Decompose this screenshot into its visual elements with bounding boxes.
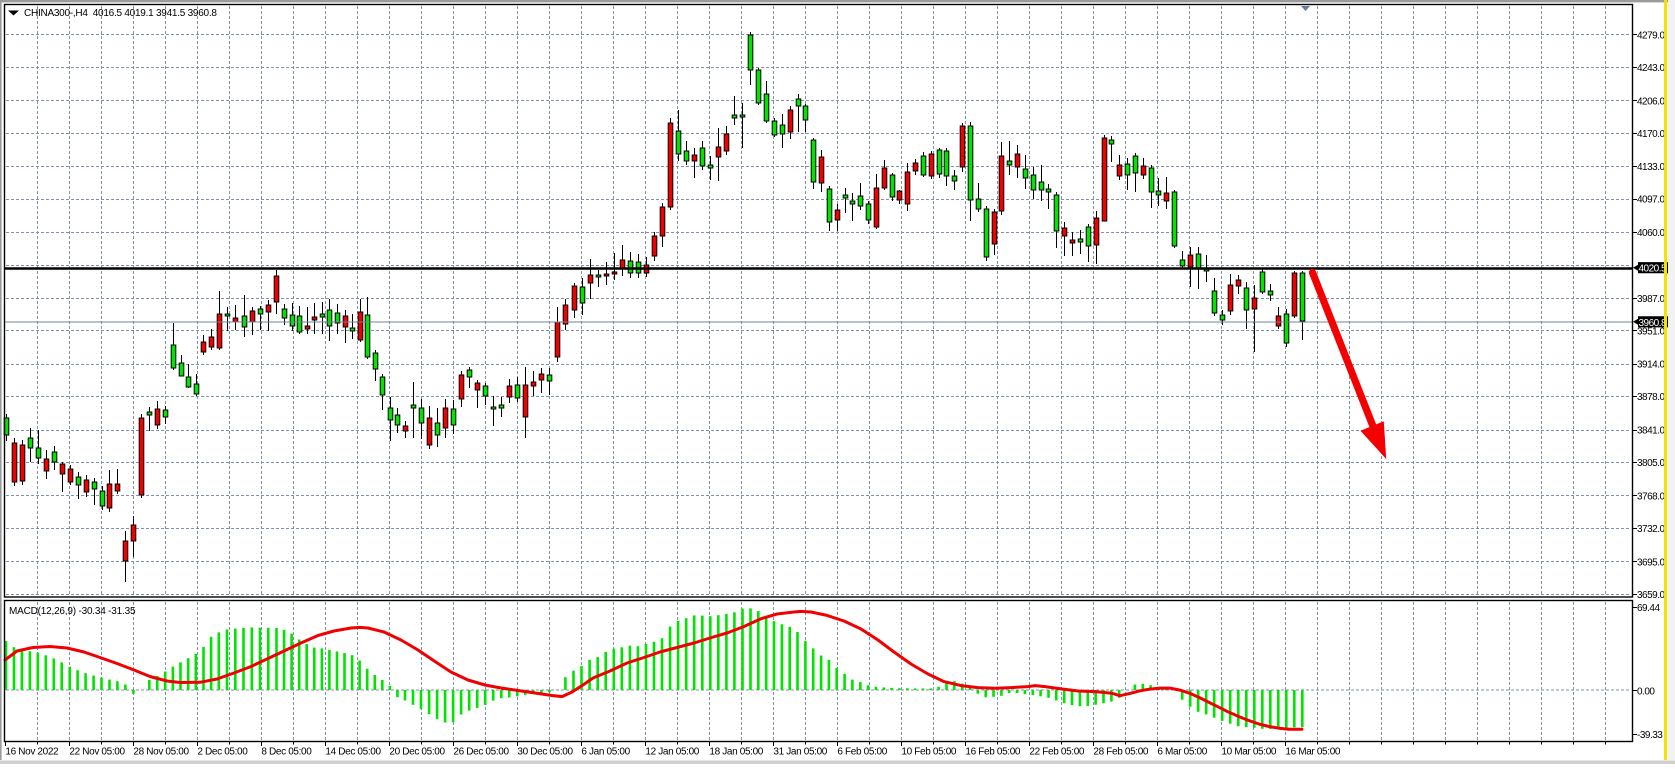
svg-text:6 Feb 05:00: 6 Feb 05:00 — [837, 747, 887, 758]
svg-text:6 Mar 05:00: 6 Mar 05:00 — [1157, 747, 1207, 758]
svg-text:4243.0: 4243.0 — [1637, 63, 1666, 74]
svg-text:16 Mar 05:00: 16 Mar 05:00 — [1285, 747, 1341, 758]
svg-text:4170.0: 4170.0 — [1637, 129, 1666, 140]
svg-text:3987.0: 3987.0 — [1637, 294, 1666, 305]
svg-text:22 Feb 05:00: 22 Feb 05:00 — [1029, 747, 1085, 758]
svg-text:3841.0: 3841.0 — [1637, 426, 1666, 437]
svg-text:3768.0: 3768.0 — [1637, 491, 1666, 502]
svg-text:28 Feb 05:00: 28 Feb 05:00 — [1093, 747, 1149, 758]
svg-text:4020.5: 4020.5 — [1639, 264, 1668, 275]
svg-text:3695.0: 3695.0 — [1637, 557, 1666, 568]
svg-text:2 Dec 05:00: 2 Dec 05:00 — [197, 747, 248, 758]
svg-text:8 Dec 05:00: 8 Dec 05:00 — [261, 747, 312, 758]
svg-text:10 Mar 05:00: 10 Mar 05:00 — [1221, 747, 1277, 758]
svg-text:26 Dec 05:00: 26 Dec 05:00 — [453, 747, 509, 758]
svg-text:4279.0: 4279.0 — [1637, 31, 1666, 42]
svg-text:3732.0: 3732.0 — [1637, 524, 1666, 535]
svg-text:12 Jan 05:00: 12 Jan 05:00 — [645, 747, 699, 758]
svg-text:20 Dec 05:00: 20 Dec 05:00 — [389, 747, 445, 758]
svg-text:10 Feb 05:00: 10 Feb 05:00 — [901, 747, 957, 758]
svg-text:3914.0: 3914.0 — [1637, 360, 1666, 371]
svg-text:4133.0: 4133.0 — [1637, 162, 1666, 173]
svg-text:6 Jan 05:00: 6 Jan 05:00 — [581, 747, 630, 758]
svg-text:3960.8: 3960.8 — [1639, 318, 1668, 329]
svg-text:4206.0: 4206.0 — [1637, 96, 1666, 107]
svg-text:4060.0: 4060.0 — [1637, 228, 1666, 239]
svg-text:16 Nov 2022: 16 Nov 2022 — [5, 747, 59, 758]
svg-text:30 Dec 05:00: 30 Dec 05:00 — [517, 747, 573, 758]
svg-text:31 Jan 05:00: 31 Jan 05:00 — [773, 747, 827, 758]
svg-text:3951.0: 3951.0 — [1637, 326, 1666, 337]
svg-text:18 Jan 05:00: 18 Jan 05:00 — [709, 747, 763, 758]
svg-text:3805.0: 3805.0 — [1637, 458, 1666, 469]
svg-text:0.00: 0.00 — [1637, 687, 1655, 698]
svg-text:4097.0: 4097.0 — [1637, 195, 1666, 206]
svg-text:MACD(12,26,9) -30.34 -31.35: MACD(12,26,9) -30.34 -31.35 — [9, 606, 136, 617]
svg-text:69.44: 69.44 — [1637, 603, 1660, 614]
svg-text:3878.0: 3878.0 — [1637, 392, 1666, 403]
svg-text:CHINA300-,H4 4016.5 4019.1 39: CHINA300-,H4 4016.5 4019.1 3941.5 3960.8 — [24, 8, 217, 19]
svg-text:-39.33: -39.33 — [1637, 730, 1663, 741]
svg-text:3659.0: 3659.0 — [1637, 590, 1666, 601]
svg-text:28 Nov 05:00: 28 Nov 05:00 — [133, 747, 189, 758]
svg-text:16 Feb 05:00: 16 Feb 05:00 — [965, 747, 1021, 758]
svg-text:14 Dec 05:00: 14 Dec 05:00 — [325, 747, 381, 758]
svg-text:22 Nov 05:00: 22 Nov 05:00 — [69, 747, 125, 758]
